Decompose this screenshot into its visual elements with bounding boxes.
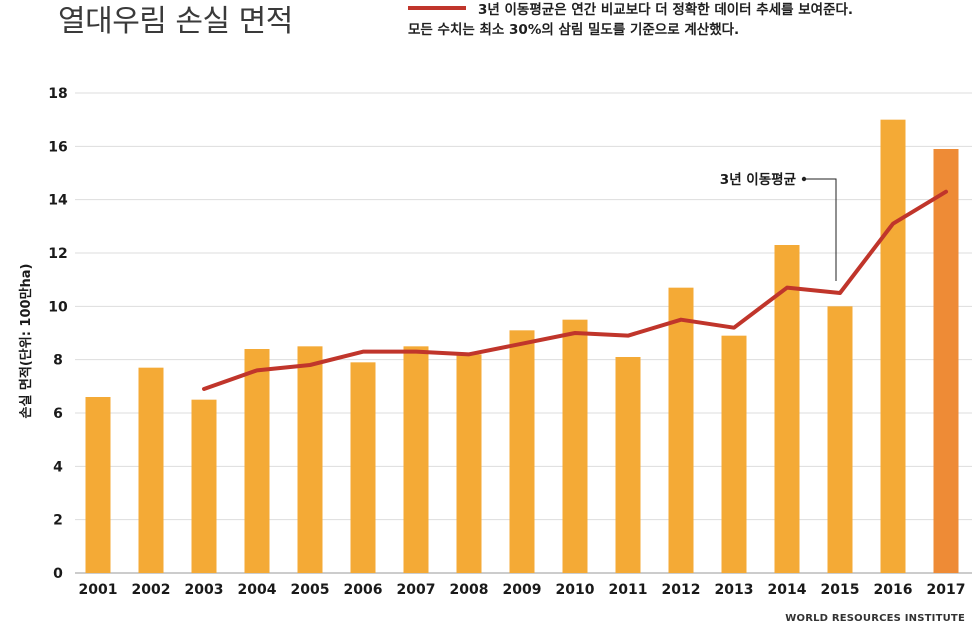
x-tick-label: 2017 [927, 582, 966, 598]
legend: 3년 이동평균은 연간 비교보다 더 정확한 데이터 추세를 보여준다. 모든 … [408, 0, 968, 40]
y-tick-label: 16 [48, 139, 67, 155]
bar-2001 [85, 397, 111, 573]
source-credit: WORLD RESOURCES INSTITUTE [785, 613, 965, 624]
annotation-label: 3년 이동평균 [720, 171, 797, 188]
x-tick-label: 2003 [185, 582, 224, 598]
y-tick-label: 8 [53, 353, 63, 369]
legend-text-line2: 모든 수치는 최소 30%의 삼림 밀도를 기준으로 계산했다. [408, 22, 740, 38]
x-tick-label: 2006 [344, 582, 383, 598]
x-tick-label: 2013 [715, 582, 754, 598]
bar-2010 [562, 319, 588, 573]
bar-2002 [138, 367, 164, 573]
chart-title: 열대우림 손실 면적 [58, 4, 293, 39]
annotation-leader [804, 178, 837, 281]
x-tick-label: 2001 [79, 582, 118, 598]
y-axis-label: 손실 면적(단위: 100만ha) [18, 263, 34, 418]
y-tick-label: 18 [48, 86, 67, 102]
bar-2004 [244, 349, 270, 573]
x-tick-label: 2002 [132, 582, 171, 598]
y-tick-label: 10 [48, 299, 68, 315]
x-tick-label: 2011 [609, 582, 648, 598]
bar-2014 [774, 245, 800, 573]
bar-2007 [403, 346, 429, 573]
x-tick-label: 2016 [874, 582, 913, 598]
bar-2012 [668, 287, 694, 573]
bar-2013 [721, 335, 747, 573]
x-tick-label: 2010 [556, 582, 595, 598]
x-tick-label: 2014 [768, 582, 807, 598]
x-tick-label: 2008 [450, 582, 489, 598]
bar-2008 [456, 354, 482, 573]
x-tick-label: 2007 [397, 582, 436, 598]
bar-2017 [933, 149, 959, 573]
x-tick-label: 2012 [662, 582, 701, 598]
y-tick-label: 4 [53, 459, 63, 475]
y-tick-label: 12 [48, 246, 67, 262]
bar-2003 [191, 399, 217, 573]
bar-2015 [827, 306, 853, 573]
moving-average-line [202, 189, 948, 391]
x-tick-label: 2005 [291, 582, 330, 598]
y-tick-label: 2 [53, 513, 63, 529]
bar-2016 [880, 119, 906, 574]
y-tick-label: 6 [53, 406, 63, 422]
y-tick-label: 0 [53, 566, 63, 582]
bar-2005 [297, 346, 323, 573]
bar-2009 [509, 330, 535, 573]
y-tick-label: 14 [48, 193, 68, 209]
bar-2006 [350, 362, 376, 573]
legend-text-line1: 3년 이동평균은 연간 비교보다 더 정확한 데이터 추세를 보여준다. [478, 2, 854, 18]
bar-2011 [615, 357, 641, 573]
annotation-dot [801, 176, 807, 182]
x-tick-label: 2015 [821, 582, 860, 598]
x-tick-label: 2009 [503, 582, 542, 598]
legend-line-swatch [408, 6, 466, 10]
x-tick-label: 2004 [238, 582, 277, 598]
